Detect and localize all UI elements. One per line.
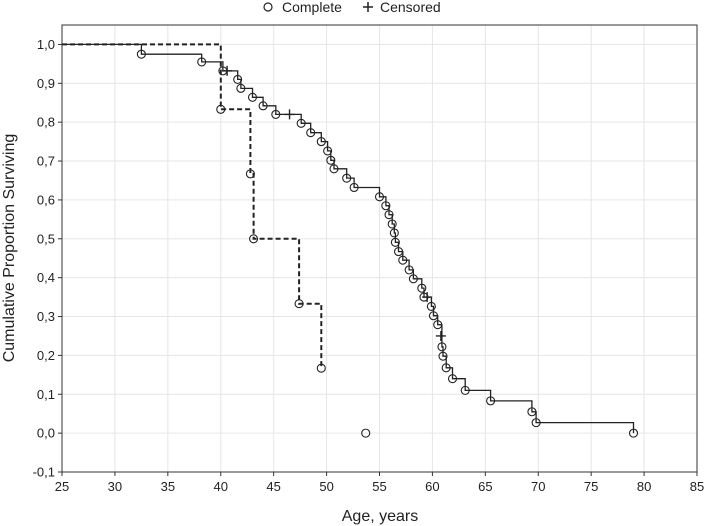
complete-marker (316, 137, 326, 147)
y-tick-label: 0,6 (37, 192, 55, 207)
x-tick-label: 25 (55, 479, 69, 494)
grid (61, 25, 698, 473)
complete-marker (349, 182, 359, 193)
legend-censored-label: Censored (380, 0, 441, 15)
x-tick-label: 75 (584, 479, 598, 494)
complete-marker (460, 385, 470, 395)
survival-curve-1 (62, 43, 635, 434)
complete-marker (326, 155, 336, 165)
complete-marker (437, 342, 447, 352)
complete-marker (389, 228, 399, 238)
complete-marker (294, 299, 304, 309)
y-axis-title: Cumulative Proportion Surviving (1, 134, 18, 363)
complete-marker (433, 320, 443, 330)
y-tick-label: 0,7 (37, 154, 55, 169)
y-tick-label: 0,0 (37, 426, 55, 441)
y-tick-label: 0,3 (37, 309, 55, 324)
complete-marker (486, 396, 496, 406)
x-tick-label: 80 (637, 479, 651, 494)
y-tick-label: 0,9 (37, 76, 55, 91)
x-tick-label: 85 (690, 479, 704, 494)
complete-marker (329, 164, 339, 174)
y-tick-label: 1,0 (37, 37, 55, 52)
complete-marker (404, 265, 414, 275)
complete-marker (438, 351, 448, 361)
legend-complete-marker (263, 2, 273, 12)
complete-marker (447, 374, 458, 384)
y-tick-label: 0,1 (37, 387, 55, 402)
x-tick-label: 60 (425, 479, 439, 494)
complete-marker (384, 210, 394, 220)
complete-marker (236, 83, 246, 93)
complete-marker (628, 428, 639, 438)
complete-marker (428, 311, 439, 321)
x-tick-label: 30 (108, 479, 122, 494)
complete-marker (381, 201, 391, 211)
x-tick-label: 45 (266, 479, 280, 494)
complete-marker (387, 219, 397, 229)
complete-marker (249, 234, 259, 244)
complete-marker (197, 57, 207, 67)
complete-marker (398, 255, 408, 265)
survival-curve-2 (62, 43, 323, 369)
complete-marker (233, 74, 243, 84)
marker-layer (136, 49, 639, 438)
complete-marker (271, 109, 281, 119)
complete-marker (374, 192, 385, 202)
complete-marker (342, 173, 352, 183)
complete-marker (247, 92, 258, 102)
complete-marker (216, 104, 226, 114)
x-axis-title: Age, years (342, 508, 418, 525)
complete-marker (393, 247, 404, 257)
complete-marker (136, 49, 146, 59)
x-tick-label: 65 (478, 479, 492, 494)
legend-complete-label: Complete (282, 0, 342, 15)
censored-marker (435, 330, 446, 341)
legend: Complete Censored (263, 0, 441, 15)
complete-marker (245, 169, 255, 179)
complete-marker (306, 128, 316, 138)
complete-marker (258, 101, 268, 111)
complete-marker (426, 301, 436, 311)
complete-marker (316, 363, 326, 373)
y-axis-ticks: -0,1 0,0 0,1 0,2 0,3 0,4 0,5 0,6 0,7 0,8 0,9 1,0 (33, 37, 62, 480)
complete-marker (527, 407, 537, 417)
complete-marker (361, 428, 371, 438)
x-tick-label: 70 (531, 479, 545, 494)
complete-marker (296, 118, 306, 128)
complete-marker (441, 363, 451, 373)
x-axis-ticks: 25 30 35 40 45 50 55 60 65 70 75 80 85 (55, 472, 704, 494)
complete-marker (390, 237, 400, 247)
x-tick-label: 55 (372, 479, 386, 494)
y-tick-label: 0,4 (37, 270, 55, 285)
x-tick-label: 50 (319, 479, 333, 494)
x-tick-label: 40 (214, 479, 228, 494)
complete-marker (408, 274, 418, 284)
y-tick-label: 0,5 (37, 231, 55, 246)
censored-marker (422, 292, 433, 303)
series-layer (62, 43, 635, 434)
x-tick-label: 35 (161, 479, 175, 494)
censored-marker (284, 109, 295, 120)
y-tick-label: 0,8 (37, 115, 55, 130)
complete-marker (323, 146, 333, 156)
censored-marker (222, 65, 233, 76)
legend-censored-marker (363, 2, 373, 12)
complete-marker (417, 283, 427, 293)
complete-marker (531, 418, 541, 428)
y-tick-label: -0,1 (33, 465, 55, 480)
y-tick-label: 0,2 (37, 348, 55, 363)
